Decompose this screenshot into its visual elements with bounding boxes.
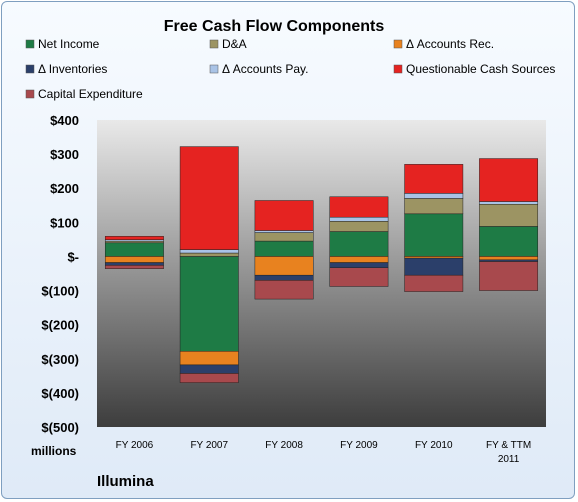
legend-swatch: [393, 64, 403, 74]
legend-swatch: [25, 64, 35, 74]
legend-label: Δ Accounts Rec.: [406, 37, 494, 51]
x-tick-label: FY 2009: [340, 440, 378, 451]
bar-segment: [329, 216, 389, 222]
y-tick-label: $400: [50, 113, 79, 128]
bar-segment: [479, 158, 539, 202]
bars: [104, 146, 539, 383]
legend-label: D&A: [222, 37, 247, 51]
x-tick-label: FY 2010: [415, 440, 453, 451]
bar-segment: [104, 236, 164, 240]
bar-segment: [329, 231, 389, 257]
bar-segment: [254, 232, 314, 242]
y-tick-label: $(300): [41, 352, 79, 367]
bar-segment: [404, 274, 464, 292]
bar-segment: [254, 240, 314, 257]
y-tick-label: $(500): [41, 420, 79, 435]
bar-segment: [329, 267, 389, 287]
y-tick-label: $300: [50, 147, 79, 162]
legend-swatch: [25, 89, 35, 99]
x-axis: FY 2006 FY 2007 FY 2008 FY 2009 FY 2010 FY & …: [116, 440, 532, 465]
bar-segment: [179, 364, 239, 374]
bar-segment: [179, 252, 239, 257]
bar-segment: [254, 274, 314, 281]
y-tick-label: $100: [50, 215, 79, 230]
legend-swatch: [209, 39, 219, 49]
bar-segment: [479, 256, 539, 261]
bar-segment: [104, 256, 164, 263]
bar-segment: [179, 351, 239, 366]
bar-segment: [404, 164, 464, 194]
legend: Net Income D&A Δ Accounts Rec. Δ Inventorie…: [25, 37, 555, 101]
bar-segment: [254, 280, 314, 300]
y-tick-label: $200: [50, 181, 79, 196]
bar-segment: [179, 146, 239, 250]
bar-segment: [479, 204, 539, 227]
y-tick-label: $-: [67, 249, 79, 264]
x-tick-label: FY 2006: [116, 440, 154, 451]
bar-segment: [254, 200, 314, 231]
company-name: Illumina: [97, 473, 154, 490]
chart-title: Free Cash Flow Components: [164, 18, 385, 35]
bar-segment: [104, 265, 164, 269]
bar-segment: [179, 249, 239, 254]
bar-segment: [179, 373, 239, 383]
legend-label: Δ Inventories: [38, 62, 107, 76]
bar-segment: [104, 240, 164, 244]
bar-segment: [479, 226, 539, 257]
bar-segment: [329, 196, 389, 218]
bar-segment: [329, 221, 389, 232]
legend-swatch: [393, 39, 403, 49]
bar-segment: [254, 256, 314, 276]
x-tick-label: FY & TTM: [486, 440, 531, 451]
y-axis: $400 $300 $200 $100 $- $(100) $(200) $(300) $(40…: [41, 113, 79, 435]
legend-swatch: [209, 64, 219, 74]
bar-segment: [479, 261, 539, 291]
bar-segment: [479, 259, 539, 262]
bar-segment: [254, 230, 314, 233]
y-axis-unit-label: millions: [31, 444, 77, 458]
x-tick-label: FY 2007: [190, 440, 228, 451]
bar-segment: [404, 257, 464, 276]
bar-segment: [104, 242, 164, 257]
bar-segment: [404, 198, 464, 215]
plot-area: [97, 120, 546, 427]
x-tick-label: FY 2008: [265, 440, 303, 451]
x-tick-label: 2011: [498, 454, 520, 465]
bar-segment: [329, 262, 389, 268]
bar-segment: [404, 256, 464, 259]
legend-label: Net Income: [38, 37, 100, 51]
y-tick-label: $(200): [41, 318, 79, 333]
legend-label: Δ Accounts Pay.: [222, 62, 309, 76]
legend-swatch: [25, 39, 35, 49]
bar-segment: [104, 262, 164, 266]
y-tick-label: $(400): [41, 386, 79, 401]
bar-segment: [404, 213, 464, 257]
bar-segment: [329, 256, 389, 263]
bar-segment: [179, 256, 239, 352]
legend-label: Questionable Cash Sources: [406, 62, 555, 76]
bar-segment: [404, 193, 464, 199]
bar-segment: [479, 201, 539, 205]
y-tick-label: $(100): [41, 284, 79, 299]
legend-label: Capital Expenditure: [38, 87, 143, 101]
